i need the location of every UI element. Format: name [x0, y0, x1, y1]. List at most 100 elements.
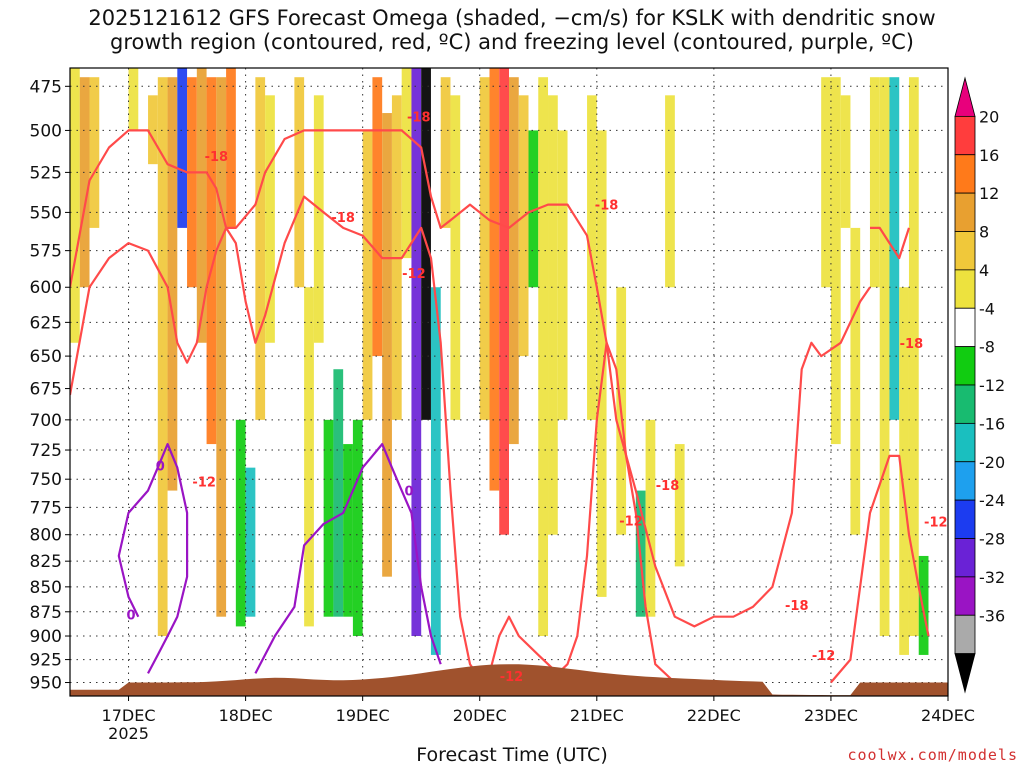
y-tick-label: 925: [30, 651, 62, 671]
contour-label: 0: [126, 609, 135, 624]
y-tick-label: 725: [30, 441, 62, 461]
omega-cell: [157, 77, 168, 637]
omega-cell: [177, 68, 188, 228]
y-tick-label: 775: [30, 498, 62, 518]
contour-line: [254, 443, 442, 674]
colorbar-label: -8: [979, 338, 995, 357]
contour-label: -12: [192, 475, 216, 490]
omega-cell: [128, 68, 139, 131]
plot-frame: [69, 67, 949, 697]
omega-cell: [216, 77, 227, 617]
colorbar-label: -20: [979, 453, 1005, 472]
contour-label: -12: [500, 670, 524, 685]
colorbar-label: 4: [979, 261, 989, 280]
contour-label: -18: [331, 211, 355, 226]
omega-cell: [908, 77, 919, 637]
omega-cell: [70, 68, 80, 343]
omega-cell: [343, 444, 353, 617]
omega-cell: [830, 77, 841, 445]
chart-title: 2025121612 GFS Forecast Omega (shaded, −…: [88, 6, 936, 54]
omega-cell: [821, 77, 831, 288]
colorbar-swatch: [954, 269, 976, 309]
omega-cell: [352, 419, 363, 637]
omega-cell: [518, 95, 529, 357]
contour-label: -18: [785, 599, 809, 614]
omega-cell: [557, 130, 568, 420]
x-tick-sublabel: 2025: [108, 724, 149, 743]
x-tick-label: 21DEC: [570, 706, 624, 725]
omega-cell: [548, 95, 558, 535]
x-tick-label: 20DEC: [453, 706, 507, 725]
contour-line: [830, 454, 930, 684]
x-tick-label: 22DEC: [687, 706, 741, 725]
contour-label: 0: [404, 485, 413, 500]
omega-cell: [869, 77, 880, 288]
omega-cell: [304, 287, 314, 627]
contour-line: [70, 195, 695, 693]
omega-cell: [79, 77, 90, 288]
colorbar-swatch: [954, 154, 976, 194]
omega-cell: [333, 369, 344, 617]
y-tick-label: 875: [30, 603, 62, 623]
y-tick-label: 650: [30, 347, 62, 367]
colorbar-swatch: [954, 346, 976, 386]
y-tick-label: 950: [30, 674, 62, 694]
credit-text: coolwx.com/models: [847, 746, 1018, 764]
colorbar-swatch: [954, 499, 976, 539]
plot-area: 0 0 -12 -18 -18 -18 -12 0 -18 -12 -18 -12 -18 -12 -18 -…: [70, 68, 948, 696]
terrain-fill: [70, 664, 948, 696]
colorbar-label: 20: [979, 107, 999, 126]
colorbar-swatch: [954, 538, 976, 578]
y-tick-label: 675: [30, 380, 62, 400]
omega-cell: [323, 419, 334, 617]
x-axis-title: Forecast Time (UTC): [416, 744, 608, 766]
contour-line: [70, 129, 871, 628]
axes: 475 500 525 550 575 600 625 650 675 700 725 750 775 8…: [30, 67, 975, 743]
omega-cell: [167, 77, 178, 491]
contour-label: -18: [656, 479, 680, 494]
colorbar-label: -36: [979, 606, 1005, 625]
omega-cell: [401, 68, 412, 259]
contour-label: -12: [619, 515, 643, 530]
contour-line: [870, 226, 911, 260]
colorbar-swatch: [954, 422, 976, 463]
colorbar: 20 16 12 8 4 -4 -8 -12 -16 -20 -24 -28 -32 -36: [954, 76, 1005, 694]
y-tick-label: 700: [30, 411, 62, 431]
y-tick-label: 625: [30, 313, 62, 333]
colorbar-label: -12: [979, 376, 1005, 395]
y-tick-label: 600: [30, 278, 62, 298]
omega-cell: [196, 68, 207, 343]
omega-cell: [372, 77, 383, 357]
omega-cell: [382, 113, 392, 577]
omega-cell: [294, 77, 305, 288]
y-tick-label: 800: [30, 526, 62, 546]
contour-label: -18: [595, 199, 619, 214]
omega-cell: [918, 555, 929, 655]
omega-cell: [235, 419, 246, 627]
omega-cell: [674, 444, 685, 567]
omega-cell: [596, 130, 607, 597]
omega-cell: [499, 68, 509, 535]
omega-cell: [313, 95, 324, 343]
omega-cell: [265, 95, 275, 343]
omega-cell: [665, 95, 675, 288]
colorbar-arrow-top: [954, 76, 976, 117]
omega-cell: [411, 68, 422, 637]
omega-cell: [89, 77, 100, 228]
omega-cell: [226, 68, 236, 228]
omega-cell: [450, 95, 461, 420]
colorbar-label: -4: [979, 299, 995, 318]
omega-cell: [528, 130, 539, 288]
omega-cell: [362, 130, 373, 420]
omega-cell: [889, 77, 900, 420]
x-tick-label: 18DEC: [219, 706, 273, 725]
omega-cell: [430, 287, 441, 655]
y-tick-label: 475: [30, 77, 62, 97]
colorbar-swatch: [954, 231, 976, 271]
omega-cell: [850, 227, 861, 535]
y-tick-label: 525: [30, 163, 62, 183]
omega-cell: [187, 77, 197, 288]
omega-cell: [245, 467, 256, 617]
colorbar-label: 8: [979, 223, 989, 242]
colorbar-swatch: [954, 461, 976, 501]
